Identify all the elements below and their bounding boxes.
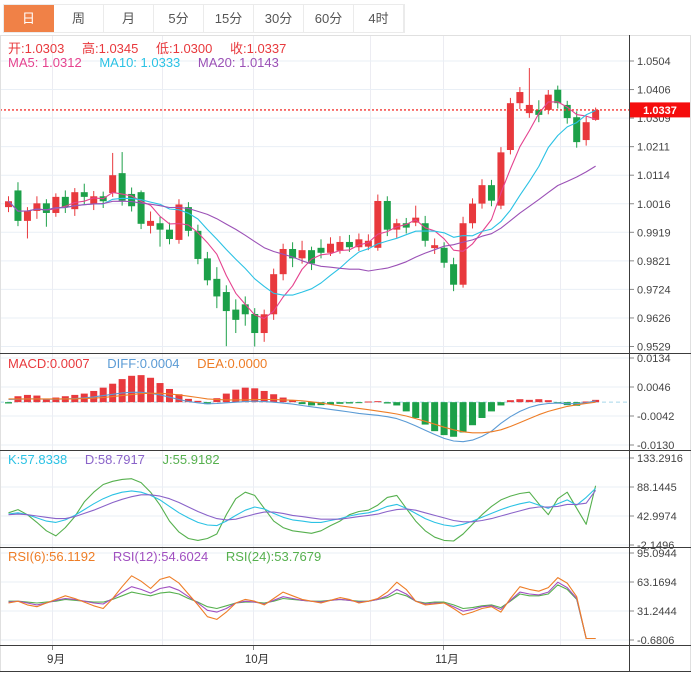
macd-panel (0, 375, 629, 443)
tab-日[interactable]: 日 (4, 5, 54, 32)
svg-text:11月: 11月 (435, 654, 458, 666)
svg-text:0.9724: 0.9724 (637, 284, 671, 296)
tab-30分[interactable]: 30分 (254, 5, 304, 32)
period-tab-bar: 日周月 5分 15分 30分 60分 4时 (3, 4, 405, 33)
svg-text:31.2444: 31.2444 (637, 606, 677, 618)
svg-text:1.0016: 1.0016 (637, 199, 671, 211)
rsi-label-row: RSI(6):56.1192 RSI(12):54.6024 RSI(24):5… (8, 549, 335, 564)
close-value: 收:1.0337 (230, 41, 287, 56)
svg-text:-0.6806: -0.6806 (637, 635, 674, 647)
d-value: D:58.7917 (84, 452, 145, 467)
j-value: J:55.9182 (162, 452, 220, 467)
macd-value: MACD:0.0007 (8, 356, 90, 371)
svg-text:88.1445: 88.1445 (637, 482, 677, 494)
rsi24-value: RSI(24):53.7679 (225, 549, 322, 564)
ma5-line (8, 101, 596, 320)
k-value: K:57.8338 (8, 452, 68, 467)
dea-line (8, 392, 596, 434)
svg-text:-0.0130: -0.0130 (637, 440, 674, 452)
svg-text:0.9919: 0.9919 (637, 227, 671, 239)
ma20-line (8, 165, 596, 272)
svg-text:133.2916: 133.2916 (637, 453, 683, 465)
open-value: 开:1.0303 (8, 41, 65, 56)
svg-text:63.1694: 63.1694 (637, 577, 677, 589)
time-axis: 9月 10月 11月 (47, 646, 459, 666)
ma-lines (8, 101, 596, 320)
svg-text:9月: 9月 (47, 654, 65, 666)
diff-value: DIFF:0.0004 (107, 356, 180, 371)
svg-text:0.9626: 0.9626 (637, 313, 671, 325)
vertical-gridlines (52, 36, 561, 645)
tab-月[interactable]: 月 (104, 5, 154, 32)
svg-text:10月: 10月 (245, 654, 269, 666)
d-line (8, 489, 597, 523)
svg-text:1.0504: 1.0504 (637, 56, 671, 68)
svg-text:-2.1496: -2.1496 (637, 540, 674, 552)
ohlc-label-row: 开:1.0303 高:1.0345 低:1.0300 收:1.0337 (8, 38, 300, 57)
svg-text:0.0134: 0.0134 (637, 353, 671, 365)
tab-4时[interactable]: 4时 (354, 5, 404, 32)
rsi6-value: RSI(6):56.1192 (8, 549, 96, 564)
ma5-value: MA5: 1.0312 (8, 55, 82, 70)
j-line (8, 478, 597, 542)
diff-line (8, 391, 596, 443)
kdj-panel (8, 478, 597, 542)
svg-text:0.9529: 0.9529 (637, 342, 671, 354)
svg-text:1.0406: 1.0406 (637, 85, 671, 97)
k-line (8, 488, 596, 527)
svg-text:1.0337: 1.0337 (643, 105, 677, 117)
current-price-badge: 1.0337 (630, 102, 690, 118)
rsi24-line (8, 584, 596, 640)
right-axis: 1.05041.04061.03091.02111.01141.00160.99… (629, 56, 683, 647)
ma10-value: MA10: 1.0333 (99, 55, 181, 70)
rsi-panel (8, 575, 596, 640)
rsi12-line (8, 581, 596, 640)
tab-15分[interactable]: 15分 (204, 5, 254, 32)
svg-text:42.9974: 42.9974 (637, 511, 677, 523)
candles-layer (5, 68, 600, 347)
ma20-value: MA20: 1.0143 (197, 55, 279, 70)
macd-label-row: MACD:0.0007 DIFF:0.0004 DEA:0.0000 (8, 356, 281, 371)
high-value: 高:1.0345 (82, 41, 139, 56)
tab-周[interactable]: 周 (54, 5, 104, 32)
tab-5分[interactable]: 5分 (154, 5, 204, 32)
rsi12-value: RSI(12):54.6024 (112, 549, 209, 564)
svg-text:0.0046: 0.0046 (637, 382, 671, 394)
svg-text:1.0211: 1.0211 (637, 142, 670, 154)
low-value: 低:1.0300 (156, 41, 213, 56)
svg-text:95.0944: 95.0944 (637, 548, 677, 560)
kdj-label-row: K:57.8338 D:58.7917 J:55.9182 (8, 452, 234, 467)
dea-value: DEA:0.0000 (197, 356, 268, 371)
svg-text:-0.0042: -0.0042 (637, 411, 674, 423)
tab-60分[interactable]: 60分 (304, 5, 354, 32)
svg-text:0.9821: 0.9821 (637, 256, 671, 268)
rsi6-line (8, 575, 596, 640)
svg-text:1.0114: 1.0114 (637, 170, 670, 182)
ma-label-row: MA5: 1.0312 MA10: 1.0333 MA20: 1.0143 (8, 55, 293, 70)
